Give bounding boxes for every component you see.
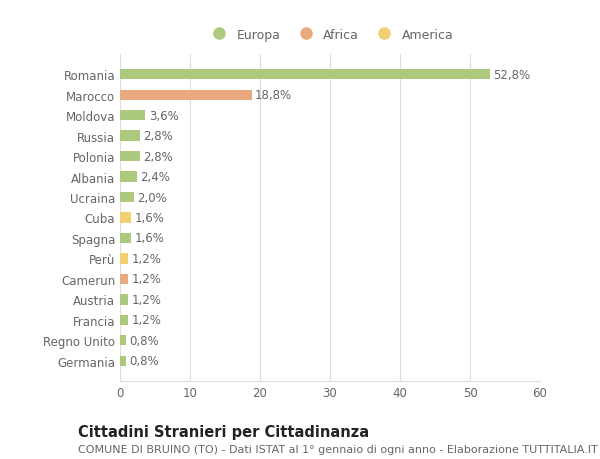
Text: 18,8%: 18,8%: [255, 89, 292, 102]
Bar: [120, 131, 140, 141]
Text: 2,0%: 2,0%: [137, 191, 167, 204]
Text: 1,2%: 1,2%: [132, 313, 162, 327]
Bar: [120, 356, 125, 366]
Bar: [120, 336, 125, 346]
Text: 1,2%: 1,2%: [132, 252, 162, 265]
Text: Cittadini Stranieri per Cittadinanza: Cittadini Stranieri per Cittadinanza: [78, 425, 369, 440]
Text: 1,6%: 1,6%: [134, 212, 164, 224]
Bar: [120, 315, 128, 325]
Text: COMUNE DI BRUINO (TO) - Dati ISTAT al 1° gennaio di ogni anno - Elaborazione TUT: COMUNE DI BRUINO (TO) - Dati ISTAT al 1°…: [78, 444, 598, 454]
Text: 2,8%: 2,8%: [143, 130, 173, 143]
Bar: [120, 295, 128, 305]
Text: 3,6%: 3,6%: [149, 109, 178, 123]
Bar: [120, 70, 490, 80]
Text: 52,8%: 52,8%: [493, 68, 530, 82]
Bar: [120, 90, 251, 101]
Bar: [120, 192, 134, 203]
Bar: [120, 274, 128, 285]
Bar: [120, 254, 128, 264]
Bar: [120, 233, 131, 244]
Text: 2,4%: 2,4%: [140, 171, 170, 184]
Text: 1,6%: 1,6%: [134, 232, 164, 245]
Bar: [120, 111, 145, 121]
Text: 2,8%: 2,8%: [143, 150, 173, 163]
Text: 0,8%: 0,8%: [129, 354, 159, 368]
Text: 0,8%: 0,8%: [129, 334, 159, 347]
Text: 1,2%: 1,2%: [132, 273, 162, 286]
Text: 1,2%: 1,2%: [132, 293, 162, 306]
Bar: [120, 151, 140, 162]
Bar: [120, 213, 131, 223]
Legend: Europa, Africa, America: Europa, Africa, America: [207, 29, 453, 42]
Bar: [120, 172, 137, 182]
